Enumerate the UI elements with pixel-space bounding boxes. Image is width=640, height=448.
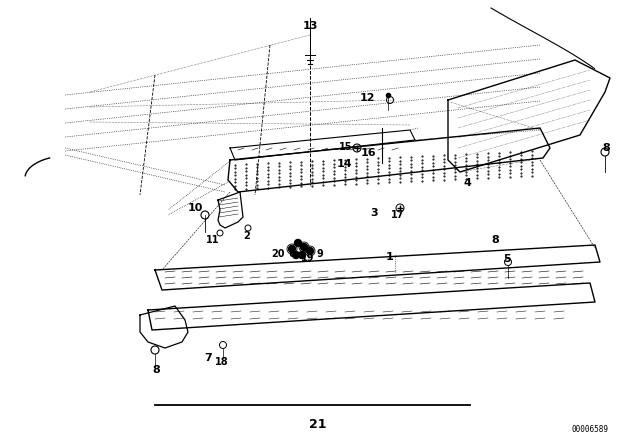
Text: 7: 7 — [204, 353, 212, 363]
Polygon shape — [448, 60, 610, 172]
Polygon shape — [228, 128, 550, 192]
Text: 12: 12 — [359, 93, 375, 103]
Polygon shape — [140, 306, 188, 348]
Text: 00006589: 00006589 — [572, 426, 609, 435]
Text: 8: 8 — [152, 365, 160, 375]
Text: 8: 8 — [491, 235, 499, 245]
Circle shape — [292, 251, 300, 258]
Circle shape — [298, 251, 305, 258]
Text: 8: 8 — [602, 143, 610, 153]
Polygon shape — [230, 130, 415, 160]
Text: 15: 15 — [339, 142, 353, 152]
Text: 10: 10 — [188, 203, 203, 213]
Text: 13: 13 — [302, 21, 317, 31]
Polygon shape — [148, 283, 595, 330]
Text: 16: 16 — [360, 148, 376, 158]
Text: 18: 18 — [215, 357, 229, 367]
Text: 14: 14 — [336, 159, 352, 169]
Text: 9: 9 — [317, 249, 323, 259]
Polygon shape — [155, 245, 600, 290]
Text: 21: 21 — [309, 418, 327, 431]
Text: 2: 2 — [244, 231, 250, 241]
Text: 17: 17 — [391, 210, 404, 220]
Text: 3: 3 — [370, 208, 378, 218]
Text: 11: 11 — [206, 235, 220, 245]
Text: 6: 6 — [289, 249, 296, 259]
Text: 1: 1 — [386, 252, 394, 262]
Circle shape — [294, 240, 301, 246]
Polygon shape — [218, 192, 243, 228]
Circle shape — [289, 246, 296, 253]
Circle shape — [307, 247, 314, 254]
Text: 4: 4 — [463, 178, 471, 188]
Text: 20: 20 — [271, 249, 285, 259]
Text: 19: 19 — [301, 253, 315, 263]
Text: 5: 5 — [503, 254, 511, 264]
Circle shape — [301, 244, 307, 250]
